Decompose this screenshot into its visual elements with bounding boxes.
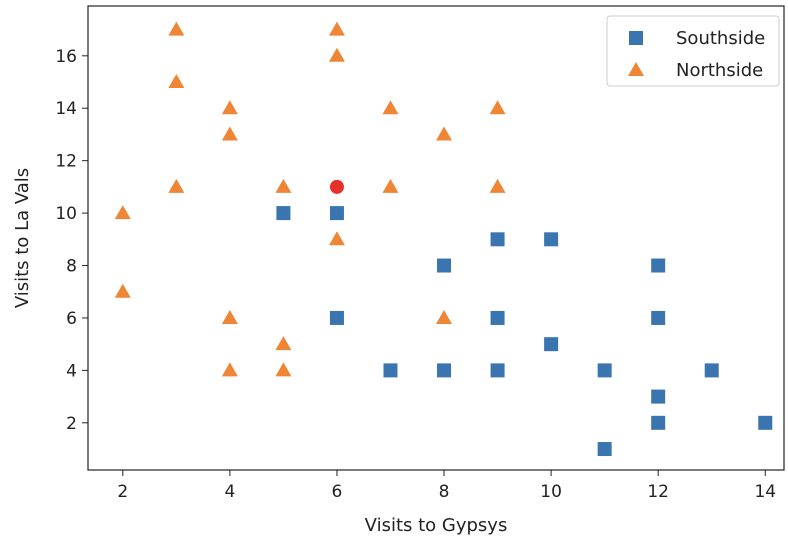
northside-point [168,21,185,36]
x-tick-label: 10 [540,482,562,502]
northside-point [328,47,345,62]
series-southside [276,206,773,457]
southside-point [383,363,398,378]
x-tick-label: 4 [224,482,235,502]
northside-point [275,336,292,351]
highlight-point [329,179,344,194]
y-tick-label: 8 [66,257,77,277]
legend-label: Northside [676,60,763,81]
northside-point [221,309,238,324]
northside-point [436,126,453,141]
x-tick-label: 12 [647,482,669,502]
northside-point [382,100,399,115]
southside-point [704,363,719,378]
northside-point [221,100,238,115]
northside-point [114,205,131,220]
southside-point [490,363,505,378]
southside-point [329,206,344,221]
northside-point [382,178,399,193]
southside-point [651,389,666,404]
y-axis: 2 4 6 8 10 12 14 16 [55,47,88,434]
southside-point [651,258,666,273]
southside-point [758,415,773,430]
northside-point [275,178,292,193]
x-tick-label: 2 [117,482,128,502]
northside-point [489,100,506,115]
legend-box [606,15,780,87]
northside-point [221,362,238,377]
x-tick-label: 6 [332,482,343,502]
x-axis-label: Visits to Gypsys [365,515,508,536]
legend-marker-southside [629,31,643,45]
y-tick-label: 4 [66,361,77,381]
y-tick-label: 16 [55,47,77,67]
southside-point [597,363,612,378]
y-tick-label: 12 [55,152,77,172]
southside-point [544,337,559,352]
legend-marker-northside [628,62,644,76]
northside-point [168,74,185,89]
southside-point [329,310,344,325]
southside-point [276,206,291,221]
northside-point [436,309,453,324]
southside-point [651,310,666,325]
y-tick-label: 10 [55,204,77,224]
southside-point [437,258,452,273]
x-axis: 2 4 6 8 10 12 14 [117,470,776,502]
southside-point [437,363,452,378]
southside-point [544,232,559,247]
series-northside [114,21,506,377]
northside-point [221,126,238,141]
plot-frame [87,5,785,471]
southside-point [651,415,666,430]
southside-point [597,442,612,457]
y-tick-label: 6 [66,309,77,329]
y-axis-label: Visits to La Vals [12,168,33,308]
northside-point [328,231,345,246]
northside-point [168,178,185,193]
southside-point [490,232,505,247]
y-tick-label: 2 [66,414,77,434]
northside-point [328,21,345,36]
northside-point [489,178,506,193]
plot-area [114,21,773,457]
southside-point [490,310,505,325]
legend-label: Southside [676,28,765,49]
y-tick-label: 14 [55,99,77,119]
x-tick-label: 8 [439,482,450,502]
x-tick-label: 14 [754,482,776,502]
legend: Southside Northside [606,15,780,87]
northside-point [114,283,131,298]
northside-point [275,362,292,377]
